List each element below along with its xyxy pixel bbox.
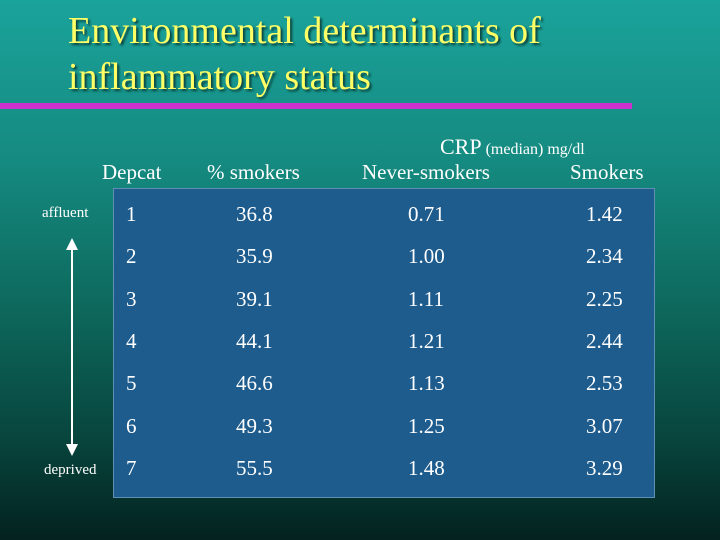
label-affluent: affluent bbox=[42, 205, 89, 221]
cell-smokers: 3.29 bbox=[586, 455, 623, 480]
cell-percent-smokers: 44.1 bbox=[236, 328, 273, 353]
header-never-smokers: Never-smokers bbox=[362, 160, 490, 184]
cell-depcat: 6 bbox=[126, 413, 137, 438]
header-depcat: Depcat bbox=[102, 160, 162, 184]
cell-never-smokers: 0.71 bbox=[408, 202, 445, 226]
cell-never-smokers: 1.00 bbox=[408, 244, 445, 269]
cell-percent-smokers: 35.9 bbox=[236, 244, 273, 269]
cell-depcat: 4 bbox=[126, 328, 137, 353]
cell-percent-smokers: 39.1 bbox=[236, 286, 273, 311]
cell-never-smokers: 1.11 bbox=[408, 286, 444, 311]
label-deprived: deprived bbox=[44, 462, 97, 478]
header-smokers: Smokers bbox=[570, 160, 644, 184]
cell-smokers: 2.44 bbox=[586, 328, 623, 353]
slide-title-line-1: Environmental determinants of bbox=[68, 10, 541, 52]
cell-never-smokers: 1.21 bbox=[408, 328, 445, 353]
cell-never-smokers: 1.25 bbox=[408, 413, 445, 438]
cell-smokers: 2.34 bbox=[586, 244, 623, 269]
crp-heading: CRP (median) mg/dl bbox=[440, 134, 585, 160]
cell-smokers: 2.53 bbox=[586, 371, 623, 396]
cell-never-smokers: 1.48 bbox=[408, 455, 445, 480]
cell-percent-smokers: 49.3 bbox=[236, 413, 273, 438]
cell-percent-smokers: 46.6 bbox=[236, 371, 273, 396]
cell-smokers: 1.42 bbox=[586, 202, 623, 226]
crp-unit: (median) mg/dl bbox=[485, 141, 585, 158]
cell-percent-smokers: 55.5 bbox=[236, 455, 273, 480]
crp-label: CRP bbox=[440, 134, 482, 159]
cell-never-smokers: 1.13 bbox=[408, 371, 445, 396]
cell-depcat: 1 bbox=[126, 202, 137, 226]
cell-smokers: 2.25 bbox=[586, 286, 623, 311]
cell-smokers: 3.07 bbox=[586, 413, 623, 438]
cell-depcat: 5 bbox=[126, 371, 137, 396]
cell-depcat: 7 bbox=[126, 455, 137, 480]
cell-depcat: 2 bbox=[126, 244, 137, 269]
header-percent-smokers: % smokers bbox=[207, 160, 300, 184]
title-underline bbox=[0, 103, 632, 109]
slide-title: Environmental determinants of inflammato… bbox=[68, 8, 541, 100]
slide-title-line-2: inflammatory status bbox=[68, 56, 371, 98]
cell-depcat: 3 bbox=[126, 286, 137, 311]
double-arrow-icon bbox=[66, 238, 78, 456]
cell-percent-smokers: 36.8 bbox=[236, 202, 273, 226]
data-table-background bbox=[113, 188, 655, 498]
